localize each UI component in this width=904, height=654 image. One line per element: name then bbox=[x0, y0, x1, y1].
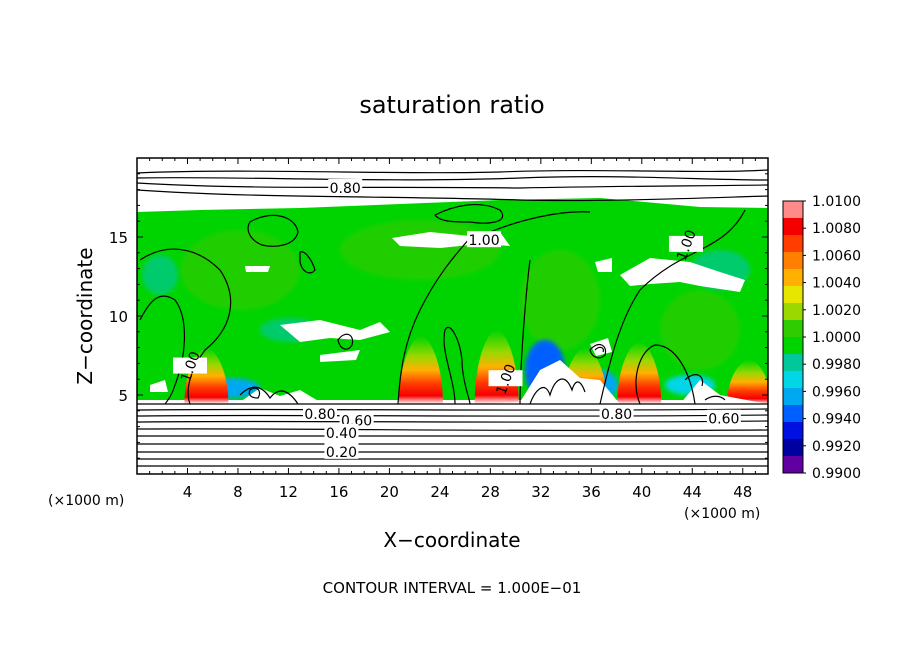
colorbar-segment bbox=[783, 218, 803, 236]
contour-label-bg bbox=[324, 423, 359, 440]
colorbar-segment bbox=[783, 456, 803, 474]
colorbar-label: 0.9960 bbox=[812, 384, 861, 400]
y-tick-label: 10 bbox=[109, 308, 128, 326]
contour-label: 0.60 bbox=[708, 412, 739, 428]
colorbar-segment bbox=[783, 354, 803, 372]
colorbar-label: 0.9900 bbox=[812, 466, 861, 482]
contour-label-bg bbox=[668, 235, 703, 252]
colorbar-segment bbox=[783, 235, 803, 253]
contour-label-bg bbox=[488, 370, 523, 387]
y-tick-label: 15 bbox=[109, 229, 128, 247]
colorbar-label: 0.9940 bbox=[812, 412, 861, 428]
colorbar-segment bbox=[783, 388, 803, 406]
colorbar-segment bbox=[783, 286, 803, 304]
x-tick-label: 24 bbox=[430, 483, 449, 501]
x-tick-label: 44 bbox=[683, 483, 702, 501]
warm-peak bbox=[727, 360, 768, 404]
colorbar-label: 1.0020 bbox=[812, 303, 861, 319]
x-unit-left: (×1000 m) bbox=[48, 493, 124, 509]
plot-area: 0.801.00 1.001.00 1.000.80 0.600.400.200.80… bbox=[137, 158, 768, 474]
contour-label: 1.00 bbox=[468, 233, 499, 249]
contour-label-bg bbox=[467, 231, 502, 248]
colorbar-segment bbox=[783, 201, 803, 219]
x-tick-label: 48 bbox=[733, 483, 752, 501]
contour-label-bg bbox=[173, 357, 208, 374]
colorbar-label: 1.0060 bbox=[812, 248, 861, 264]
dry-lower-region bbox=[137, 360, 768, 474]
contour-label-bg bbox=[324, 442, 359, 459]
colorbar-label: 1.0080 bbox=[812, 221, 861, 237]
chart-title: saturation ratio bbox=[359, 91, 544, 119]
colorbar-label: 0.9980 bbox=[812, 357, 861, 373]
x-tick-label: 20 bbox=[380, 483, 399, 501]
dry-patches bbox=[150, 232, 745, 392]
x-tick-label: 36 bbox=[582, 483, 601, 501]
y-axis-label: Z−coordinate bbox=[73, 247, 97, 384]
contour-interval-note: CONTOUR INTERVAL = 1.000E−01 bbox=[323, 579, 582, 597]
warm-peak bbox=[617, 342, 662, 404]
saturation-variation bbox=[180, 220, 740, 370]
colorbar-segment bbox=[783, 422, 803, 440]
contour-label-bg bbox=[339, 411, 374, 428]
y-axis: 5 10 15 bbox=[109, 173, 768, 459]
contour-label-bg bbox=[302, 404, 337, 421]
colorbar-segment bbox=[783, 269, 803, 287]
colorbar-segment bbox=[783, 337, 803, 355]
colorbar-segment bbox=[783, 439, 803, 457]
contour-label-bg bbox=[706, 409, 741, 426]
x-unit-right: (×1000 m) bbox=[684, 506, 760, 522]
colorbar-label: 1.0100 bbox=[812, 194, 861, 210]
colorbar-label: 0.9920 bbox=[812, 439, 861, 455]
warm-peak bbox=[398, 336, 443, 404]
contour-label: 0.40 bbox=[326, 426, 357, 442]
contour-label: 0.20 bbox=[326, 445, 357, 461]
contour-label-bg bbox=[599, 404, 634, 421]
y-tick-label: 5 bbox=[118, 387, 128, 405]
colorbar-label: 1.0040 bbox=[812, 276, 861, 292]
x-axis-label: X−coordinate bbox=[383, 528, 520, 552]
colorbar-segment bbox=[783, 371, 803, 389]
contour-label: 0.80 bbox=[601, 407, 632, 423]
colorbar-label: 1.0000 bbox=[812, 330, 861, 346]
colorbar-segment bbox=[783, 303, 803, 321]
x-tick-label: 16 bbox=[329, 483, 348, 501]
contour-lines bbox=[137, 169, 768, 467]
x-tick-label: 28 bbox=[481, 483, 500, 501]
contour-label: 0.80 bbox=[330, 181, 361, 197]
contour-label: 0.80 bbox=[304, 407, 335, 423]
x-tick-label: 32 bbox=[531, 483, 550, 501]
x-axis: 4 8 12 16 20 24 28 32 36 40 44 48 bbox=[149, 158, 756, 501]
colorbar-segment bbox=[783, 405, 803, 423]
x-tick-label: 12 bbox=[279, 483, 298, 501]
x-tick-label: 4 bbox=[183, 483, 193, 501]
colorbar-segment bbox=[783, 252, 803, 270]
contour-label-bg bbox=[328, 179, 363, 196]
x-tick-label: 40 bbox=[632, 483, 651, 501]
x-tick-label: 8 bbox=[233, 483, 243, 501]
colorbar: 1.0100 1.0080 1.0060 1.0040 1.0020 1.0000 0.99… bbox=[782, 194, 861, 482]
colorbar-segment bbox=[783, 320, 803, 338]
